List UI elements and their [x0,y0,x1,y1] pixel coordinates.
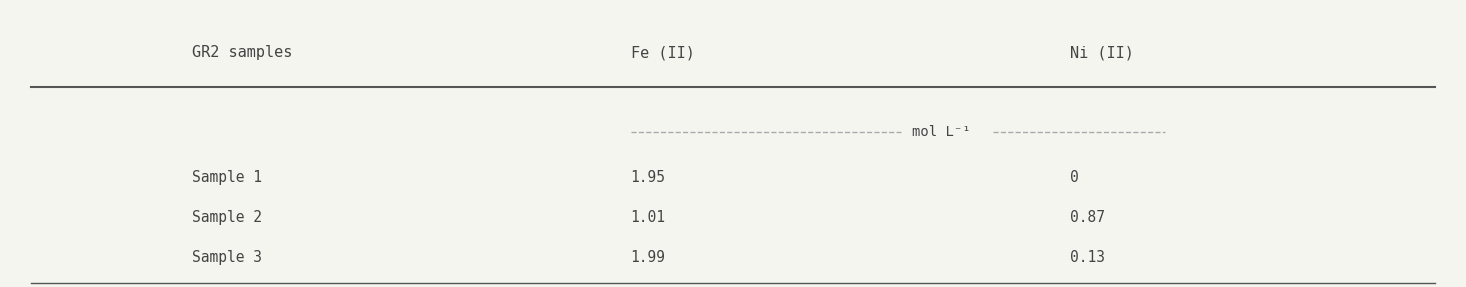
Text: 0.13: 0.13 [1070,250,1104,265]
Text: 0.87: 0.87 [1070,210,1104,225]
Text: Sample 1: Sample 1 [192,170,261,185]
Text: GR2 samples: GR2 samples [192,45,292,60]
Text: Sample 2: Sample 2 [192,210,261,225]
Text: Sample 3: Sample 3 [192,250,261,265]
Text: 1.95: 1.95 [630,170,666,185]
Text: Fe (II): Fe (II) [630,45,695,60]
Text: 1.99: 1.99 [630,250,666,265]
Text: mol L⁻¹: mol L⁻¹ [912,125,970,139]
Text: 1.01: 1.01 [630,210,666,225]
Text: 0: 0 [1070,170,1079,185]
Text: Ni (II): Ni (II) [1070,45,1133,60]
